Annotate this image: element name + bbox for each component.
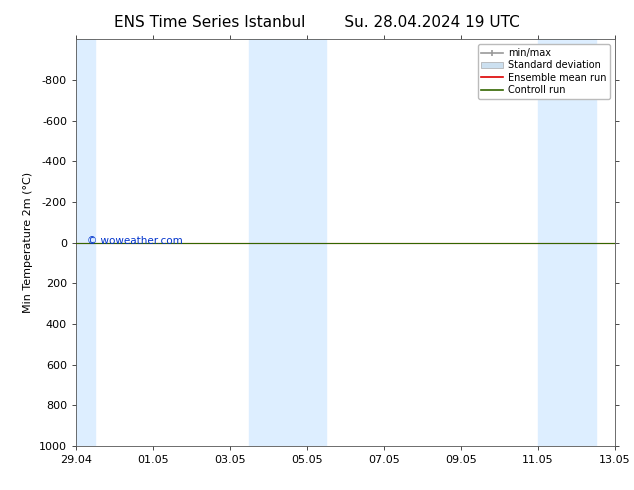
Text: © woweather.com: © woweather.com: [87, 236, 183, 245]
Bar: [249, 39, 327, 446]
Y-axis label: Min Temperature 2m (°C): Min Temperature 2m (°C): [23, 172, 34, 313]
Legend: min/max, Standard deviation, Ensemble mean run, Controll run: min/max, Standard deviation, Ensemble me…: [477, 44, 610, 99]
Text: ENS Time Series Istanbul        Su. 28.04.2024 19 UTC: ENS Time Series Istanbul Su. 28.04.2024 …: [114, 15, 520, 30]
Bar: [76, 39, 95, 446]
Bar: [538, 39, 596, 446]
